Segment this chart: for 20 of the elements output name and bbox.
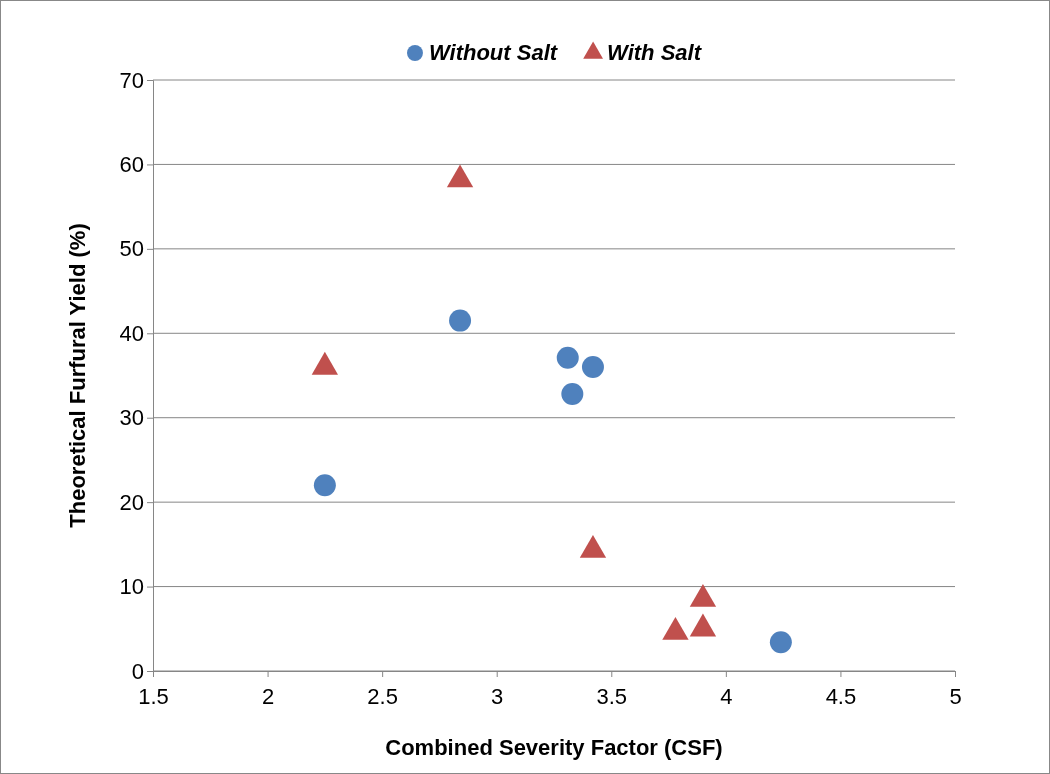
y-tick-label: 0 (131, 658, 144, 684)
y-tick-label: 30 (119, 405, 144, 431)
x-tick-label: 2 (261, 684, 275, 710)
legend-label: Without Salt (428, 40, 559, 65)
x-tick-label: 4 (720, 684, 733, 710)
legend-label: With Salt (607, 40, 703, 65)
x-axis-title: Combined Severity Factor (CSF) (385, 735, 723, 760)
y-axis-title: Theoretical Furfural Yield (%) (65, 223, 90, 528)
x-tick-label: 4.5 (825, 684, 857, 710)
y-tick-label: 40 (119, 320, 144, 346)
y-tick-label: 50 (119, 236, 144, 262)
x-tick-label: 1.5 (138, 684, 169, 710)
x-tick-label: 2.5 (367, 684, 398, 710)
y-tick-label: 20 (119, 489, 144, 515)
y-tick-label: 10 (119, 574, 144, 600)
y-tick-label: 60 (119, 151, 144, 177)
x-tick-label: 3 (491, 684, 504, 710)
x-tick-label: 3.5 (596, 684, 628, 710)
y-tick-label: 70 (119, 67, 144, 93)
x-tick-label: 5 (949, 684, 962, 710)
